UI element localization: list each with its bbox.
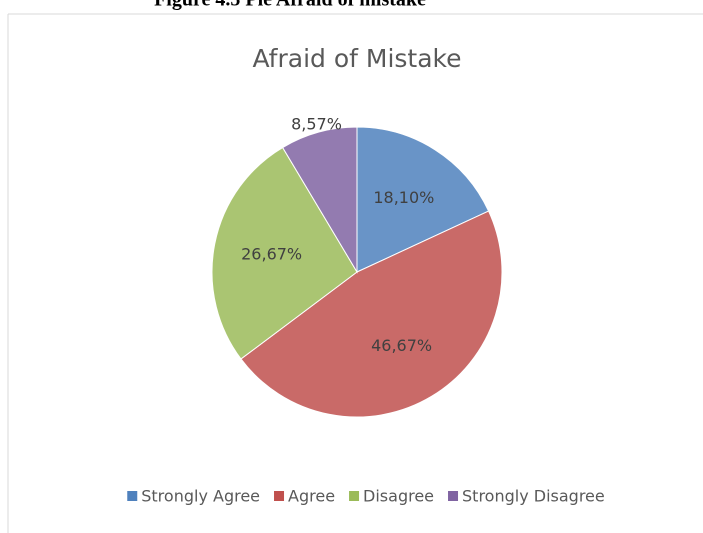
data-label: 46,67% <box>371 336 432 355</box>
chart-title: Afraid of Mistake <box>252 44 461 73</box>
data-label: 8,57% <box>291 115 342 134</box>
legend-swatch <box>274 491 285 501</box>
data-label: 18,10% <box>373 188 434 207</box>
legend-label: Agree <box>288 487 335 506</box>
pie-slice <box>281 126 358 274</box>
pie-slice <box>356 126 490 273</box>
caption: Figure 4.5 Pie Afraid of mistake <box>154 0 426 11</box>
pie-slice <box>211 146 358 360</box>
legend-label: Disagree <box>363 487 434 506</box>
legend-swatch <box>349 491 360 501</box>
legend-swatch <box>127 491 138 501</box>
legend-label: Strongly Disagree <box>462 487 605 506</box>
pie-slice <box>240 210 503 418</box>
data-label: 26,67% <box>241 245 302 264</box>
legend-swatch <box>448 491 459 501</box>
legend-label: Strongly Agree <box>141 487 260 506</box>
